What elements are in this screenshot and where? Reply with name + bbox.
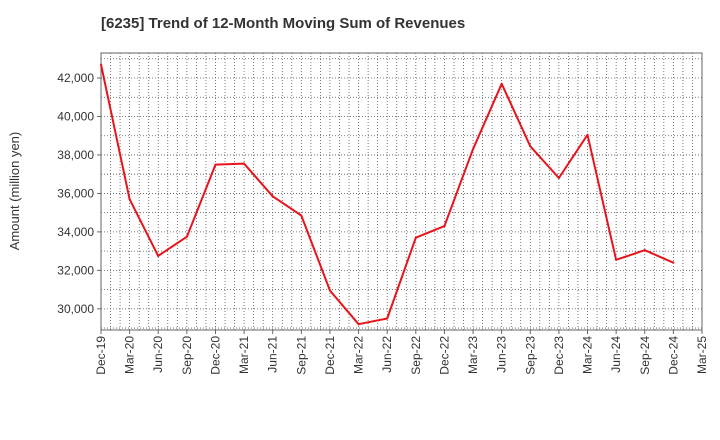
data-point (615, 258, 618, 261)
data-point (300, 214, 303, 217)
plot-frame (100, 52, 703, 331)
grid-lines (101, 53, 702, 330)
x-tick-label: Mar-21 (237, 336, 251, 374)
data-point (529, 145, 532, 148)
x-tick-label: Sep-24 (638, 336, 652, 375)
data-point (472, 148, 475, 151)
y-tick-label: 42,000 (57, 71, 94, 85)
x-tick-label: Mar-24 (581, 336, 595, 374)
x-tick-label: Jun-23 (495, 336, 509, 373)
data-point (157, 254, 160, 257)
x-tick-label: Sep-23 (523, 336, 537, 375)
data-point (500, 82, 503, 85)
y-tick-label: 32,000 (57, 263, 94, 277)
x-tick-label: Sep-21 (294, 336, 308, 375)
data-point (128, 198, 131, 201)
x-tick-label: Jun-24 (609, 336, 623, 373)
data-point (414, 236, 417, 239)
x-tick-label: Sep-22 (409, 336, 423, 375)
x-tick-label: Dec-21 (323, 336, 337, 375)
data-point (586, 133, 589, 136)
data-point (271, 195, 274, 198)
x-tick-label: Mar-22 (352, 336, 366, 374)
x-tick-label: Mar-25 (695, 336, 709, 374)
x-tick-label: Dec-19 (94, 336, 108, 375)
data-point (557, 177, 560, 180)
y-tick-label: 30,000 (57, 302, 94, 316)
x-tick-label: Dec-20 (208, 336, 222, 375)
x-tick-label: Jun-22 (380, 336, 394, 373)
data-point (357, 323, 360, 326)
series-group (100, 63, 675, 326)
data-point (214, 163, 217, 166)
y-tick-label: 38,000 (57, 148, 94, 162)
data-point (643, 249, 646, 252)
data-point (100, 63, 102, 66)
x-axis-ticks: Dec-19 Mar-20 Jun-20 Sep-20 Dec-20 Mar-21 Jun-… (94, 330, 709, 375)
data-point (672, 261, 675, 264)
chart-title: [6235] Trend of 12-Month Moving Sum of R… (101, 15, 466, 32)
data-point (386, 317, 389, 320)
y-axis-label: Amount (million yen) (7, 132, 22, 251)
data-point (328, 289, 331, 292)
x-tick-label: Dec-24 (666, 336, 680, 375)
y-tick-label: 34,000 (57, 225, 94, 239)
x-tick-label: Jun-20 (151, 336, 165, 373)
y-axis-ticks: 30,000 32,000 34,000 36,000 38,000 40,000 42,0… (57, 71, 101, 316)
data-point (243, 162, 246, 165)
x-tick-label: Dec-22 (437, 336, 451, 375)
x-tick-label: Mar-20 (123, 336, 137, 374)
x-tick-label: Dec-23 (552, 336, 566, 375)
data-point (443, 225, 446, 228)
y-tick-label: 36,000 (57, 186, 94, 200)
x-tick-label: Jun-21 (266, 336, 280, 373)
x-tick-label: Mar-23 (466, 336, 480, 374)
y-tick-label: 40,000 (57, 109, 94, 123)
x-tick-label: Sep-20 (180, 336, 194, 375)
data-point (185, 235, 188, 238)
